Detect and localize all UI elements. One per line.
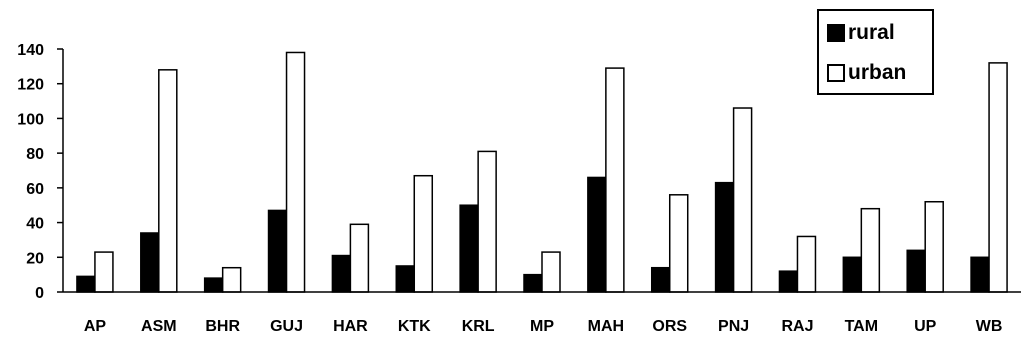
bar-rural-AP [76, 275, 96, 293]
bar-urban-KTK [413, 174, 434, 293]
x-tick-label-krl: KRL [462, 318, 495, 335]
x-tick-label-bhr: BHR [205, 318, 240, 335]
bar-urban-HAR [349, 223, 370, 293]
x-tick-label-pnj: PNJ [718, 318, 749, 335]
bar-urban-KRL [477, 150, 497, 293]
y-axis-ticks: 0 20 40 60 80 100 120 140 [17, 42, 63, 302]
bar-urban-WB [988, 62, 1008, 293]
x-tick-label-mp: MP [530, 318, 554, 335]
x-tick-label-asm: ASM [141, 318, 177, 335]
y-tick-label: 60 [26, 181, 44, 198]
bar-urban-UP [924, 200, 944, 293]
bar-rural-HAR [331, 254, 352, 293]
y-tick-label: 100 [17, 111, 44, 128]
x-tick-label-mah: MAH [588, 318, 624, 335]
bar-rural-PNJ [714, 181, 735, 293]
bar-rural-WB [970, 256, 990, 293]
bar-rural-KTK [395, 265, 416, 293]
bar-urban-RAJ [796, 235, 817, 293]
bar-urban-AP [94, 251, 114, 293]
x-tick-label-up: UP [914, 318, 937, 335]
bar-urban-ASM [158, 69, 178, 293]
x-tick-label-guj: GUJ [270, 318, 303, 335]
bar-rural-MP [523, 273, 543, 293]
y-tick-label: 80 [26, 146, 44, 163]
x-tick-label-tam: TAM [845, 318, 878, 335]
bar-rural-GUJ [267, 209, 288, 293]
x-tick-label-ors: ORS [652, 318, 687, 335]
x-tick-label-raj: RAJ [781, 318, 813, 335]
legend: rural urban [817, 9, 934, 95]
bar-rural-TAM [842, 256, 863, 293]
bar-rural-ASM [140, 232, 160, 293]
y-tick-label: 0 [35, 285, 44, 302]
bar-rural-BHR [203, 277, 224, 293]
x-tick-label-ktk: KTK [398, 318, 431, 335]
y-tick-label: 120 [17, 77, 44, 94]
bar-urban-PNJ [732, 107, 753, 293]
bar-urban-MP [541, 251, 561, 293]
bar-urban-BHR [221, 266, 242, 293]
legend-item-rural: rural [827, 20, 895, 46]
x-axis-labels: AP ASM BHR GUJ HAR KTK KRL MP MAH ORS PNJ RAJ TAM UP W… [84, 318, 1003, 335]
bar-rural-ORS [650, 266, 671, 293]
x-tick-label-har: HAR [333, 318, 368, 335]
y-tick-label: 40 [26, 216, 44, 233]
legend-swatch-rural [827, 24, 845, 42]
x-tick-label-wb: WB [976, 318, 1003, 335]
bar-rural-MAH [587, 176, 607, 293]
y-tick-label: 140 [17, 42, 44, 59]
legend-item-urban: urban [827, 60, 906, 86]
x-tick-label-ap: AP [84, 318, 107, 335]
axes [62, 49, 1021, 293]
bar-urban-TAM [860, 207, 881, 293]
bar-rural-KRL [459, 204, 479, 293]
legend-label-urban: urban [848, 61, 907, 84]
legend-label-rural: rural [848, 21, 895, 44]
bar-urban-ORS [668, 194, 689, 293]
bar-rural-RAJ [778, 270, 799, 293]
bar-rural-UP [906, 249, 926, 293]
bar-urban-GUJ [285, 51, 306, 293]
legend-swatch-urban [827, 64, 845, 82]
y-tick-label: 20 [26, 250, 44, 267]
bar-urban-MAH [605, 67, 625, 293]
